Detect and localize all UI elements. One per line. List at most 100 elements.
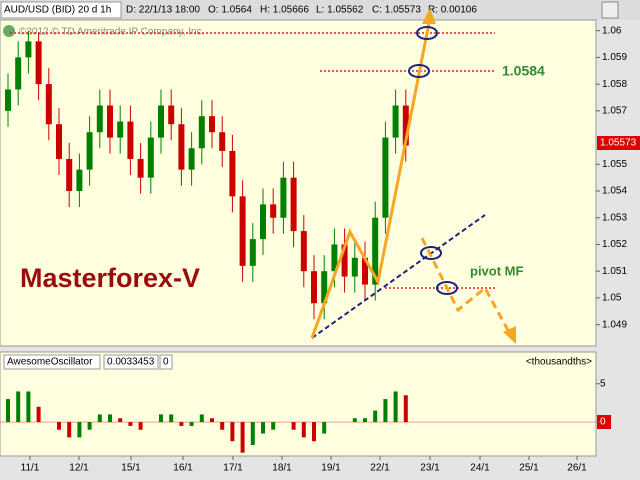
candle-body <box>311 271 317 304</box>
candle-body <box>372 217 379 285</box>
oscillator-bar <box>363 418 367 423</box>
candle-body <box>270 204 277 218</box>
candle-body <box>96 105 103 133</box>
candle-body <box>382 137 389 218</box>
x-tick-label: 19/1 <box>321 463 341 474</box>
oscillator-bar <box>77 422 82 438</box>
oscillator-bar <box>403 395 408 423</box>
oscillator-bar <box>179 422 184 426</box>
watermark: Masterforex-V <box>20 263 200 293</box>
candle-body <box>158 105 164 138</box>
annotations <box>10 8 516 344</box>
arrow-head <box>503 326 516 344</box>
header-bar <box>0 0 640 20</box>
x-tick-label: 17/1 <box>223 463 243 474</box>
oscillator-bar <box>97 414 102 423</box>
wave-path <box>310 17 432 339</box>
header-cell <box>0 1 122 19</box>
candle-body <box>229 150 236 197</box>
arrow-head <box>422 8 436 24</box>
symbol: AUD/USD (BID) 20 d 1h <box>4 5 111 16</box>
info-icon[interactable] <box>3 25 15 37</box>
y-tick-label: 1.051 <box>602 266 627 277</box>
candle-body <box>168 105 175 125</box>
candle-body <box>321 271 328 304</box>
oscillator-bar <box>230 422 235 442</box>
candle-body <box>178 124 185 170</box>
candle-body <box>392 105 399 138</box>
candle-body <box>5 89 11 111</box>
x-tick-label: 24/1 <box>470 463 490 474</box>
indicator-value: 0.0033453 <box>107 357 155 368</box>
oscillator-bar <box>240 422 245 453</box>
oscillator-bar <box>67 422 72 438</box>
oscillator-bar <box>189 422 194 426</box>
candle-body <box>35 41 42 85</box>
oscillator-bar <box>57 422 61 430</box>
x-tick-label: 22/1 <box>370 463 390 474</box>
candle-body <box>341 244 348 277</box>
price-box <box>597 136 640 150</box>
indicator-zero: 0 <box>163 357 169 368</box>
oscillator-bar <box>352 418 357 423</box>
oscillator-bar <box>250 422 255 446</box>
open: O: 1.0564 <box>208 5 252 16</box>
oscillator-bar <box>210 418 214 423</box>
candle-body <box>239 196 246 266</box>
candle-body <box>219 132 226 151</box>
candle-body <box>188 148 195 170</box>
y-tick-label: 1.059 <box>602 52 627 63</box>
indicator-cell <box>103 354 159 370</box>
candle-body <box>209 116 215 133</box>
range: R: 0.00106 <box>428 5 477 16</box>
candle-body <box>86 132 93 170</box>
candle-body <box>362 257 368 285</box>
y-tick-label: 1.057 <box>602 105 627 116</box>
candle-body <box>56 124 62 159</box>
candle-body <box>66 158 73 192</box>
oscillator-bar <box>138 422 143 430</box>
oscillator-bar <box>199 414 204 423</box>
oscillator-bar <box>26 391 31 423</box>
oscillator-bar <box>118 418 123 423</box>
oscillator-bar <box>128 422 133 426</box>
candle-body <box>198 116 205 149</box>
candle-body <box>147 137 154 178</box>
oscillator-bar <box>373 410 378 423</box>
settings-button[interactable] <box>601 1 619 19</box>
candle-body <box>107 105 113 138</box>
candle-body <box>300 231 307 272</box>
oscillator-bar <box>16 391 21 423</box>
oscillator-bar <box>6 399 10 423</box>
y-tick-label: 1.058 <box>602 79 627 90</box>
copyright: ©2012 © TD Ameritrade IP Company, Inc. <box>19 27 204 38</box>
x-tick-label: 15/1 <box>121 463 141 474</box>
candle-body <box>260 204 266 240</box>
candle-body <box>15 57 22 90</box>
y-tick-label: 1.053 <box>602 212 627 223</box>
indicator-cell <box>159 354 173 370</box>
x-tick-label: 25/1 <box>519 463 539 474</box>
close: C: 1.05573 <box>372 5 421 16</box>
level-label: 1.0584 <box>502 63 545 79</box>
x-tick-label: 18/1 <box>272 463 292 474</box>
price-panel <box>0 19 597 347</box>
oscillator-bar <box>220 422 225 430</box>
indicator-units: <thousandths> <box>526 357 592 368</box>
candle-body <box>137 158 144 178</box>
candle-body <box>45 84 52 125</box>
candle-body <box>117 121 124 138</box>
candle-body <box>402 105 409 146</box>
indicator-cell <box>3 354 101 370</box>
x-tick-label: 11/1 <box>21 463 40 474</box>
marker-ellipse <box>408 64 430 78</box>
candle-body <box>25 41 32 58</box>
y-tick-label: 5 <box>600 378 606 389</box>
zero-box <box>597 415 611 429</box>
oscillator-bar <box>322 422 327 434</box>
oscillator-bar <box>301 422 306 438</box>
candle-body <box>127 121 134 159</box>
x-tick-label: 23/1 <box>420 463 440 474</box>
forecast-path <box>420 237 512 335</box>
last-price: 1.05573 <box>600 138 637 149</box>
